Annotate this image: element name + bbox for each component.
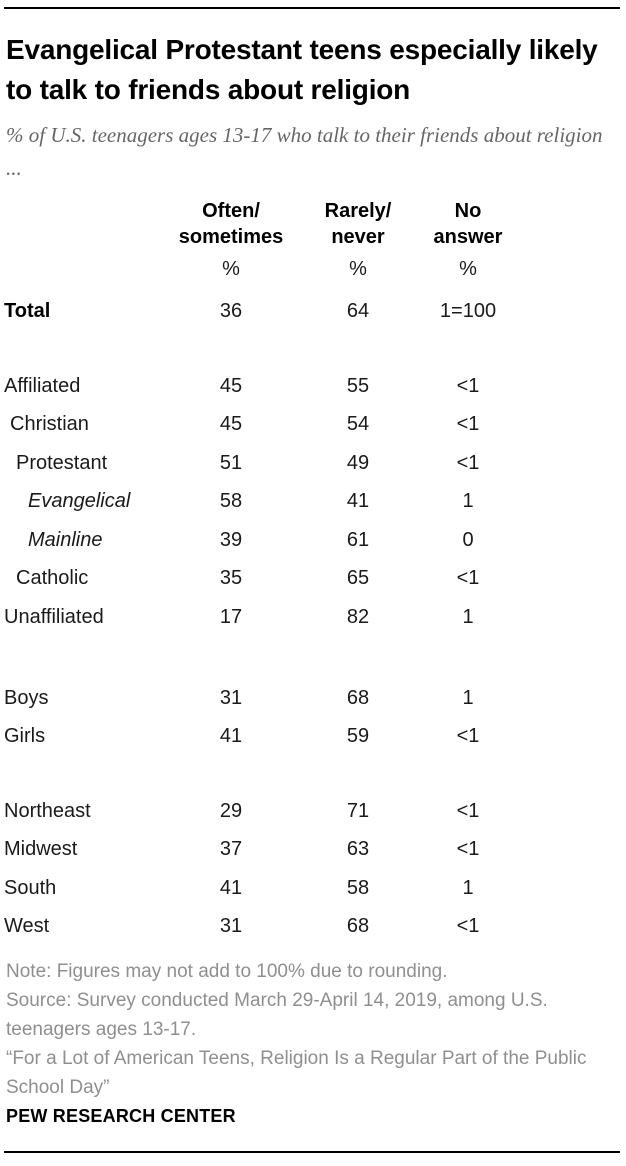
value-often-sometimes: 41 — [219, 876, 243, 899]
value-no-answer: 1=100 — [439, 299, 497, 322]
value-often-sometimes: 39 — [219, 528, 243, 551]
value-no-answer: 0 — [462, 528, 474, 551]
table-row-west: West 31 68 <1 — [4, 908, 524, 947]
value-often-sometimes: 37 — [219, 838, 243, 861]
table-row-affiliated: Affiliated 45 55 <1 — [4, 367, 524, 406]
value-no-answer: <1 — [456, 838, 480, 861]
row-label: Protestant — [16, 451, 108, 474]
row-label: South — [4, 876, 57, 899]
value-rarely-never: 55 — [346, 374, 370, 397]
unit-percent: % — [459, 258, 477, 280]
value-rarely-never: 49 — [346, 451, 370, 474]
top-rule — [4, 7, 620, 9]
row-label: West — [4, 915, 50, 938]
value-rarely-never: 64 — [346, 299, 370, 322]
value-rarely-never: 82 — [346, 605, 370, 628]
table-header-row: Often/ sometimes Rarely/ never No answer — [4, 198, 524, 250]
source-text: Source: Survey conducted March 29-April … — [6, 990, 548, 1040]
value-rarely-never: 59 — [346, 725, 370, 748]
value-rarely-never: 71 — [346, 799, 370, 822]
value-often-sometimes: 29 — [219, 799, 243, 822]
value-no-answer: 1 — [462, 605, 474, 628]
value-rarely-never: 61 — [346, 528, 370, 551]
pew-research-center-wordmark: PEW RESEARCH CENTER — [6, 1106, 236, 1126]
column-header-rarely-never: Rarely/ never — [324, 200, 392, 248]
value-no-answer: 1 — [462, 876, 474, 899]
value-often-sometimes: 58 — [219, 490, 243, 513]
value-no-answer: <1 — [456, 799, 480, 822]
value-rarely-never: 63 — [346, 838, 370, 861]
value-often-sometimes: 17 — [219, 605, 243, 628]
figure-subtitle: % of U.S. teenagers ages 13-17 who talk … — [6, 123, 603, 180]
value-no-answer: <1 — [456, 915, 480, 938]
value-often-sometimes: 35 — [219, 567, 243, 590]
row-label: Northeast — [4, 799, 91, 822]
row-label: Mainline — [28, 528, 103, 551]
unit-percent: % — [222, 258, 240, 280]
footnotes: Note: Figures may not add to 100% due to… — [6, 957, 620, 1102]
table-row-northeast: Northeast 29 71 <1 — [4, 792, 524, 831]
unit-row: % % % — [4, 256, 524, 282]
value-no-answer: <1 — [456, 725, 480, 748]
value-rarely-never: 54 — [346, 413, 370, 436]
value-often-sometimes: 36 — [219, 299, 243, 322]
row-label: Evangelical — [28, 490, 131, 513]
row-label: Affiliated — [4, 374, 81, 397]
table-row-girls: Girls 41 59 <1 — [4, 718, 524, 757]
table-row-protestant: Protestant 51 49 <1 — [4, 444, 524, 483]
value-often-sometimes: 31 — [219, 915, 243, 938]
value-rarely-never: 65 — [346, 567, 370, 590]
table-row-evangelical: Evangelical 58 41 1 — [4, 483, 524, 522]
row-label: Catholic — [16, 567, 89, 590]
data-table: Often/ sometimes Rarely/ never No answer… — [4, 198, 524, 946]
row-label: Midwest — [4, 838, 78, 861]
row-label: Total — [4, 299, 51, 322]
value-rarely-never: 68 — [346, 686, 370, 709]
header-spacer — [4, 198, 166, 250]
value-often-sometimes: 51 — [219, 451, 243, 474]
note-text: Note: Figures may not add to 100% due to… — [6, 961, 448, 982]
value-rarely-never: 41 — [346, 490, 370, 513]
value-no-answer: <1 — [456, 374, 480, 397]
value-rarely-never: 68 — [346, 915, 370, 938]
value-often-sometimes: 45 — [219, 374, 243, 397]
table-row-midwest: Midwest 37 63 <1 — [4, 831, 524, 870]
row-label: Boys — [4, 686, 49, 709]
row-label: Girls — [4, 725, 46, 748]
unit-percent: % — [349, 258, 367, 280]
table-row-south: South 41 58 1 — [4, 869, 524, 908]
report-title-quote: “For a Lot of American Teens, Religion I… — [6, 1048, 587, 1098]
value-often-sometimes: 41 — [219, 725, 243, 748]
value-often-sometimes: 31 — [219, 686, 243, 709]
table-row-unaffiliated: Unaffiliated 17 82 1 — [4, 598, 524, 637]
figure-title: Evangelical Protestant teens especially … — [6, 34, 598, 105]
row-label: Unaffiliated — [4, 605, 104, 628]
column-header-often-sometimes: Often/ sometimes — [178, 200, 284, 248]
table-row-mainline: Mainline 39 61 0 — [4, 521, 524, 560]
row-label: Christian — [10, 413, 89, 436]
table-row-boys: Boys 31 68 1 — [4, 679, 524, 718]
value-no-answer: 1 — [462, 490, 474, 513]
value-no-answer: <1 — [456, 567, 480, 590]
table-row-christian: Christian 45 54 <1 — [4, 406, 524, 445]
value-no-answer: <1 — [456, 451, 480, 474]
value-rarely-never: 58 — [346, 876, 370, 899]
table-row-total: Total 36 64 1=100 — [4, 292, 524, 330]
bottom-rule — [4, 1151, 620, 1153]
column-header-no-answer: No answer — [433, 200, 503, 248]
value-no-answer: 1 — [462, 686, 474, 709]
table-row-catholic: Catholic 35 65 <1 — [4, 560, 524, 599]
value-often-sometimes: 45 — [219, 413, 243, 436]
value-no-answer: <1 — [456, 413, 480, 436]
